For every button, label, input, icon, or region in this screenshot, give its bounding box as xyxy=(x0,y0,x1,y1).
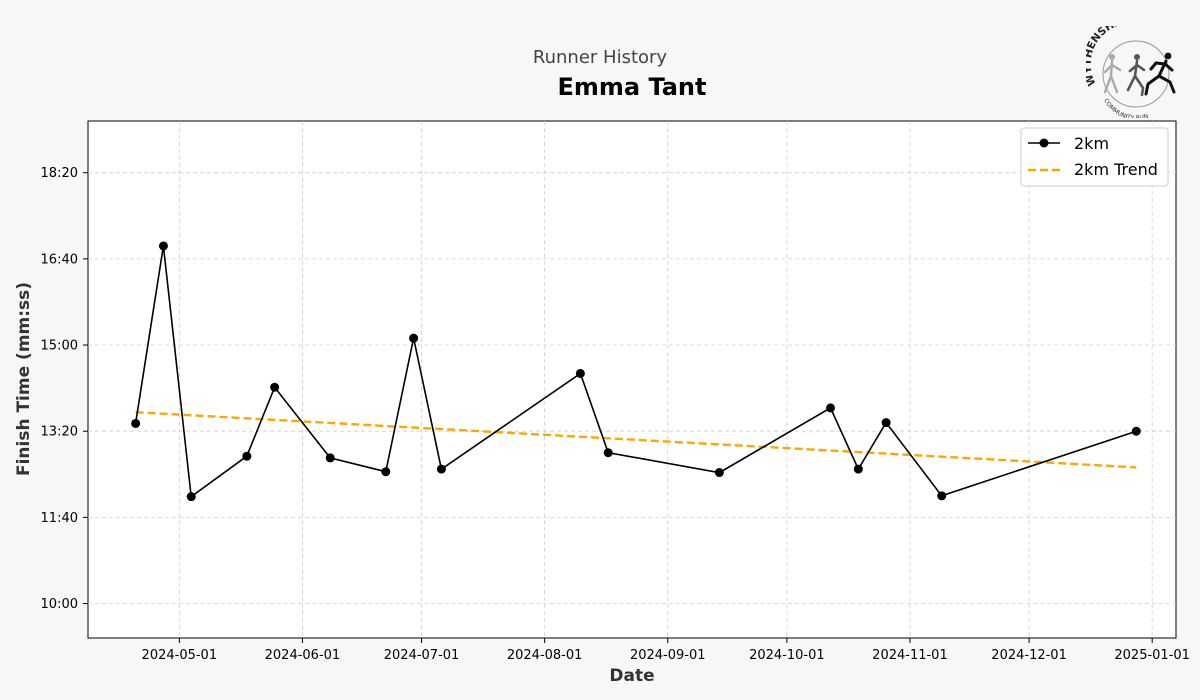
chart-supertitle: Runner History xyxy=(533,47,668,68)
x-tick-label: 2024-06-01 xyxy=(265,648,341,663)
legend-label-2km: 2km xyxy=(1074,134,1109,153)
y-tick-label: 18:20 xyxy=(41,166,78,181)
data-point xyxy=(186,492,196,502)
x-tick-label: 2024-07-01 xyxy=(384,648,460,663)
chart-title: Emma Tant xyxy=(558,73,707,101)
x-tick-label: 2024-12-01 xyxy=(991,648,1067,663)
x-tick-label: 2024-10-01 xyxy=(749,648,825,663)
x-tick-label: 2025-01-01 xyxy=(1114,648,1190,663)
data-point xyxy=(1131,426,1141,436)
runner-figure-light xyxy=(1103,54,1122,94)
data-point xyxy=(270,382,280,392)
y-axis-label: Finish Time (mm:ss) xyxy=(14,282,34,476)
series-group xyxy=(131,241,1141,502)
plot-area xyxy=(87,120,1177,639)
legend-label-trend: 2km Trend xyxy=(1074,160,1158,179)
data-point xyxy=(158,241,168,251)
svg-text:COMMUNITY RUN: COMMUNITY RUN xyxy=(1102,97,1149,118)
x-axis: 2024-05-01 2024-06-01 2024-07-01 2024-08-01… xyxy=(142,638,1190,663)
data-point xyxy=(603,448,613,458)
wythenshawe-logo: WYTHENSHAWE COMMUNITY RUN xyxy=(1086,26,1176,118)
data-point xyxy=(575,368,585,378)
x-tick-label: 2024-09-01 xyxy=(630,648,706,663)
y-tick-label: 15:00 xyxy=(41,339,78,354)
y-axis: 10:00 11:40 13:20 15:00 16:40 18:20 xyxy=(41,166,88,612)
data-point xyxy=(381,467,391,477)
data-point xyxy=(436,464,446,474)
y-tick-label: 16:40 xyxy=(41,252,78,267)
legend-marker-2km xyxy=(1039,138,1049,148)
data-point xyxy=(242,451,252,461)
data-point xyxy=(325,453,335,463)
data-point xyxy=(409,333,419,343)
y-tick-label: 10:00 xyxy=(41,597,78,612)
y-tick-label: 11:40 xyxy=(41,511,78,526)
runner-figure-mid xyxy=(1126,54,1146,97)
y-tick-label: 13:20 xyxy=(41,425,78,440)
legend: 2km 2km Trend xyxy=(1020,127,1169,187)
x-axis-label: Date xyxy=(609,666,654,686)
trend-line xyxy=(135,411,1137,469)
data-point xyxy=(131,418,141,428)
data-point xyxy=(826,403,836,413)
x-tick-label: 2024-11-01 xyxy=(872,648,948,663)
x-tick-label: 2024-05-01 xyxy=(142,648,218,663)
data-point xyxy=(937,491,947,501)
x-tick-label: 2024-08-01 xyxy=(507,648,583,663)
data-point xyxy=(881,418,891,428)
runner-figure-dark xyxy=(1144,52,1176,96)
data-point xyxy=(853,464,863,474)
data-point xyxy=(714,468,724,478)
grid-lines xyxy=(88,121,1176,638)
